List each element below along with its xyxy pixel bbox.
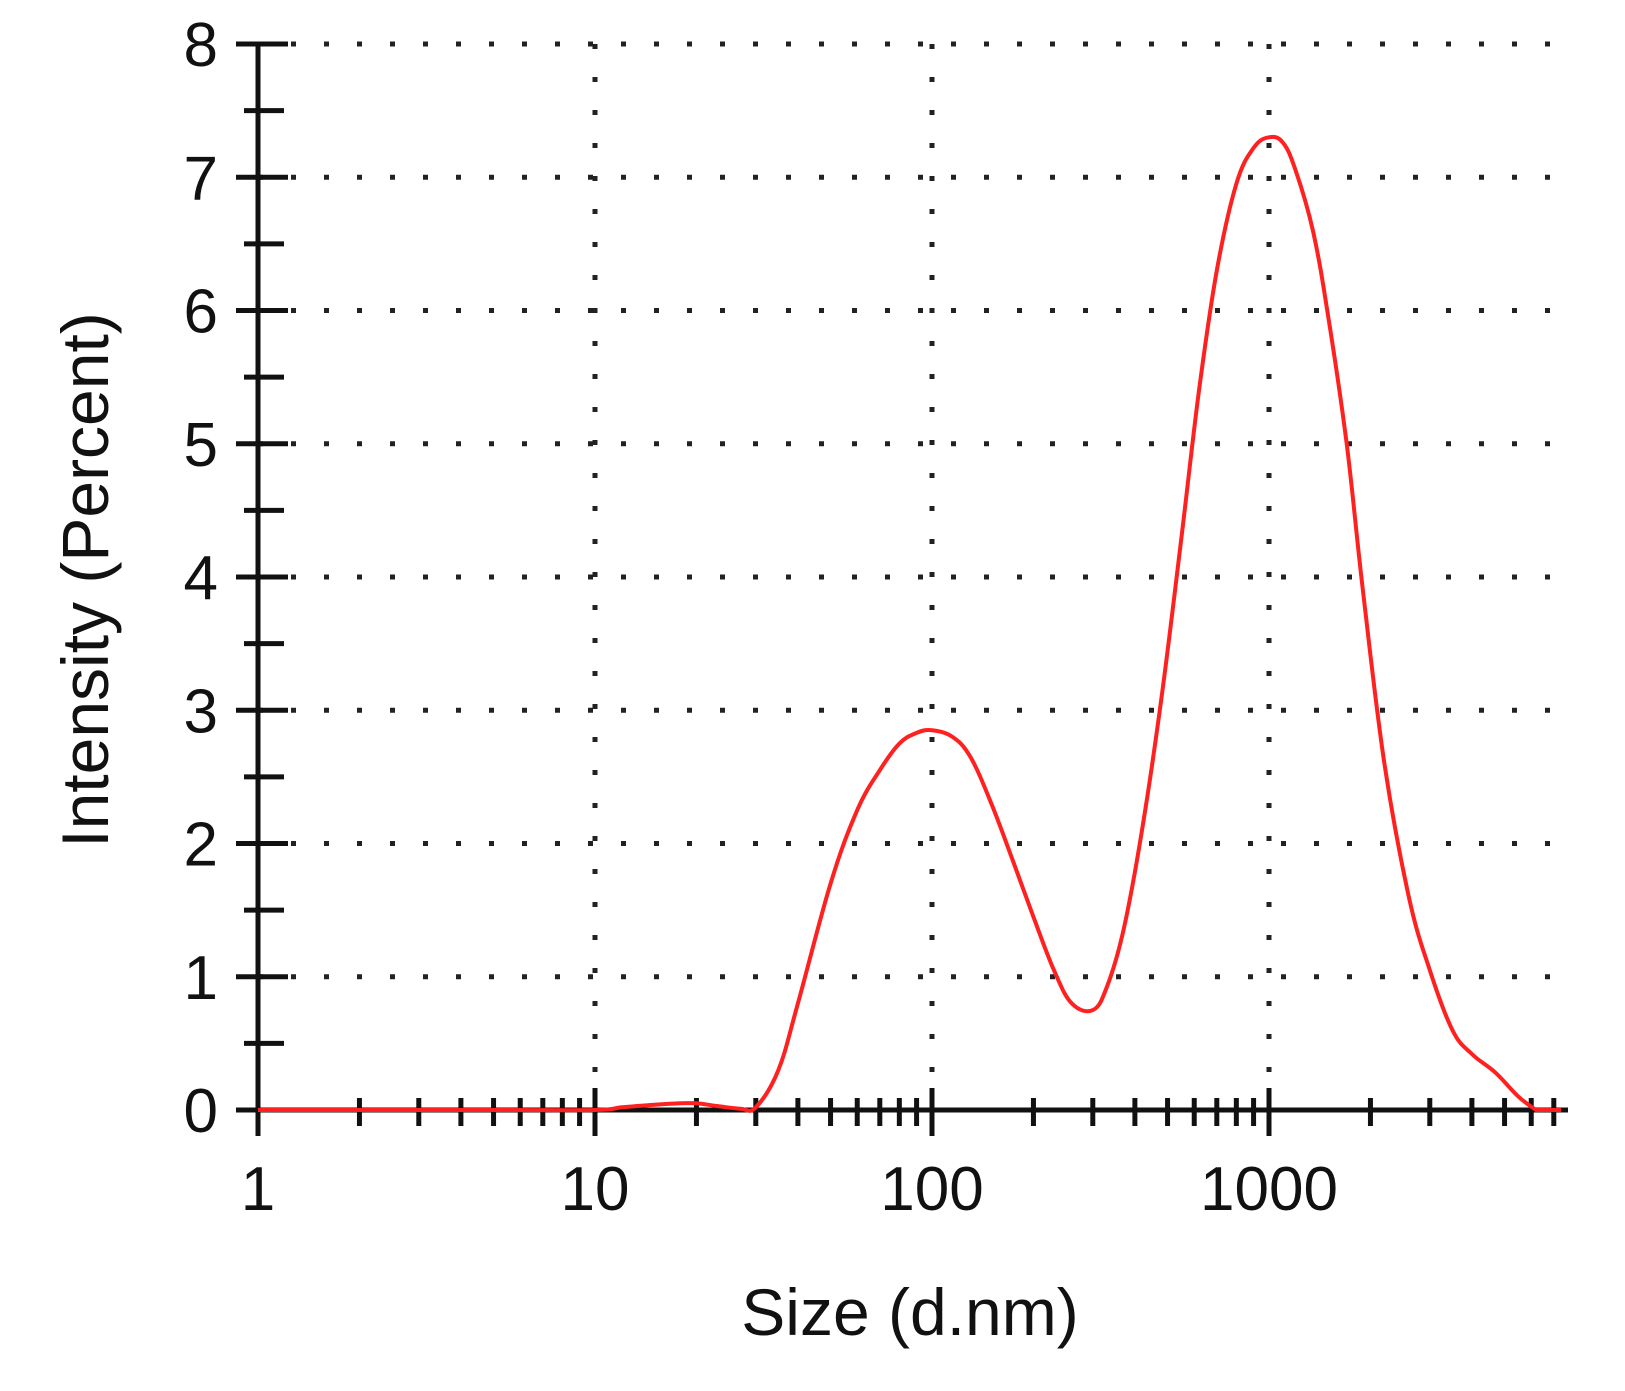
y-tick-label: 2 xyxy=(184,811,218,880)
axes xyxy=(236,41,1568,1136)
y-tick-label: 1 xyxy=(184,944,218,1013)
y-tick-label: 0 xyxy=(184,1077,218,1146)
y-tick-label: 5 xyxy=(184,411,218,480)
x-tick-label: 1000 xyxy=(1200,1155,1338,1224)
y-tick-label: 4 xyxy=(184,544,218,613)
series xyxy=(258,134,1561,1113)
y-tick-label: 8 xyxy=(184,11,218,80)
y-tick-label: 6 xyxy=(184,278,218,347)
x-tick-label: 1 xyxy=(241,1155,275,1224)
grid xyxy=(258,41,1568,1110)
x-tick-label: 100 xyxy=(880,1155,983,1224)
intensity-series-line xyxy=(258,134,1561,1113)
y-axis-title: Intensity (Percent) xyxy=(48,312,122,848)
x-tick-label: 10 xyxy=(561,1155,630,1224)
y-tick-label: 3 xyxy=(184,677,218,746)
y-tick-label: 7 xyxy=(184,144,218,213)
x-axis-title: Size (d.nm) xyxy=(741,1275,1078,1349)
